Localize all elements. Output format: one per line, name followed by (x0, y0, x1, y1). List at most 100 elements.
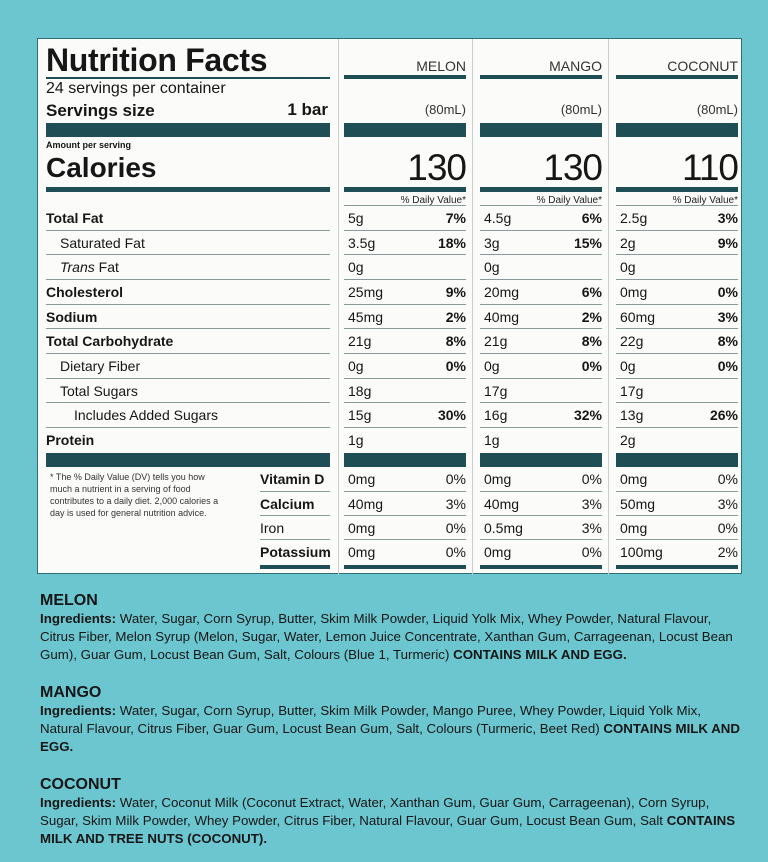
allergen-statement: CONTAINS MILK AND TREE NUTS (COCONUT). (40, 813, 736, 846)
nutrient-amount: 0g (620, 259, 636, 275)
nutrient-amount: 18g (348, 383, 372, 399)
row-divider (344, 378, 466, 379)
nutrient-dv: 3% (717, 309, 738, 325)
nutrient-amount: 3.5g (348, 235, 376, 251)
row-divider (480, 254, 602, 255)
row-divider (616, 279, 738, 280)
daily-value-header: % Daily Value* (536, 195, 602, 206)
row-divider (616, 254, 738, 255)
nutrient-amount: 0g (484, 259, 500, 275)
vitamin-divider (344, 539, 466, 540)
calories-value: 110 (682, 147, 739, 188)
vitamin-dv: 3% (581, 496, 602, 512)
nutrient-amount: 17g (620, 383, 644, 399)
vitamin-amount: 0mg (484, 471, 512, 487)
flavor-header-bar (616, 75, 738, 79)
nutrient-amount: 0g (620, 358, 636, 374)
vitamin-divider (260, 491, 330, 492)
row-divider (46, 304, 330, 305)
calories-value: 130 (407, 147, 467, 188)
nutrient-amount: 40mg (484, 309, 520, 325)
calories-value: 130 (543, 147, 603, 188)
calories-bar (344, 187, 466, 192)
row-divider (46, 427, 330, 428)
nutrient-label: Protein (46, 432, 95, 448)
vitamin-amount: 0mg (348, 544, 376, 560)
nutrient-dv: 0% (717, 358, 738, 374)
row-divider (616, 328, 738, 329)
row-divider (480, 279, 602, 280)
calories-bar (46, 187, 330, 192)
row-divider (616, 205, 738, 206)
ingredients-block-melon: MELON Ingredients: Water, Sugar, Corn Syr… (40, 592, 745, 664)
row-divider (616, 427, 738, 428)
vitamin-amount: 0mg (348, 520, 376, 536)
nutrient-dv: 6% (581, 210, 602, 226)
footnote: * The % Daily Value (DV) tells you how m… (50, 472, 219, 519)
row-divider (46, 378, 330, 379)
column-separator (338, 39, 339, 575)
flavor-header-bar (344, 75, 466, 79)
daily-value-header: % Daily Value* (400, 195, 466, 206)
vitamin-label: Iron (260, 520, 285, 536)
ingredients-label: Ingredients: (40, 795, 117, 810)
row-divider (480, 328, 602, 329)
allergen-statement: CONTAINS MILK AND EGG. (40, 721, 741, 754)
vitamin-divider (344, 515, 466, 516)
row-divider (344, 205, 466, 206)
bottom-bar (616, 565, 738, 569)
nutrient-label: Dietary Fiber (60, 358, 141, 374)
calories-label: Calories (46, 152, 157, 183)
nutrient-amount: 3g (484, 235, 500, 251)
row-divider (46, 353, 330, 354)
flavor-name-mango: MANGO (549, 58, 602, 74)
serving-bar (616, 123, 738, 137)
row-divider (46, 279, 330, 280)
servings-per-container: 24 servings per container (46, 80, 226, 97)
protein-bar (344, 453, 466, 467)
vitamin-divider (616, 491, 738, 492)
vitamin-label: Vitamin D (260, 471, 325, 487)
vitamin-dv: 0% (445, 544, 466, 560)
row-divider (616, 304, 738, 305)
nutrition-facts-panel: Nutrition Facts 24 servings per containe… (37, 38, 742, 575)
trans-word: Trans (60, 259, 95, 275)
vitamin-amount: 0.5mg (484, 520, 523, 536)
row-divider (46, 328, 330, 329)
nutrient-dv: 9% (445, 284, 466, 300)
ingredients-text: Ingredients: Water, Coconut Milk (Coconu… (40, 795, 736, 846)
ingredients-text: Ingredients: Water, Sugar, Corn Syrup, B… (40, 703, 741, 754)
vitamin-divider (480, 491, 602, 492)
calories-bar (616, 187, 738, 192)
nutrient-dv: 26% (709, 407, 738, 423)
nutrient-amount: 1g (348, 432, 364, 448)
serving-bar (344, 123, 466, 137)
vitamin-dv: 0% (445, 471, 466, 487)
vitamin-label: Potassium (260, 544, 331, 560)
nutrient-dv: 8% (445, 333, 466, 349)
row-divider (480, 353, 602, 354)
vitamin-dv: 3% (581, 520, 602, 536)
row-divider (344, 353, 466, 354)
serving-size-value: 1 bar (287, 100, 328, 119)
row-divider (616, 378, 738, 379)
row-divider (480, 304, 602, 305)
protein-bar (46, 453, 330, 467)
vitamin-divider (260, 539, 330, 540)
nutrient-dv: 6% (581, 284, 602, 300)
nutrient-label: Trans Fat (60, 259, 119, 275)
row-divider (46, 230, 330, 231)
serving-bar (480, 123, 602, 137)
vitamin-dv: 0% (717, 471, 738, 487)
row-divider (480, 230, 602, 231)
vitamin-dv: 3% (717, 496, 738, 512)
nutrient-amount: 21g (484, 333, 508, 349)
nutrient-label: Includes Added Sugars (74, 407, 218, 423)
nutrient-dv: 0% (445, 358, 466, 374)
nutrient-amount: 13g (620, 407, 644, 423)
serving-size-label: Servings size (46, 101, 155, 120)
row-divider (616, 353, 738, 354)
nutrient-amount: 2g (620, 235, 636, 251)
allergen-statement: CONTAINS MILK AND EGG. (453, 647, 627, 662)
vitamin-dv: 0% (581, 544, 602, 560)
